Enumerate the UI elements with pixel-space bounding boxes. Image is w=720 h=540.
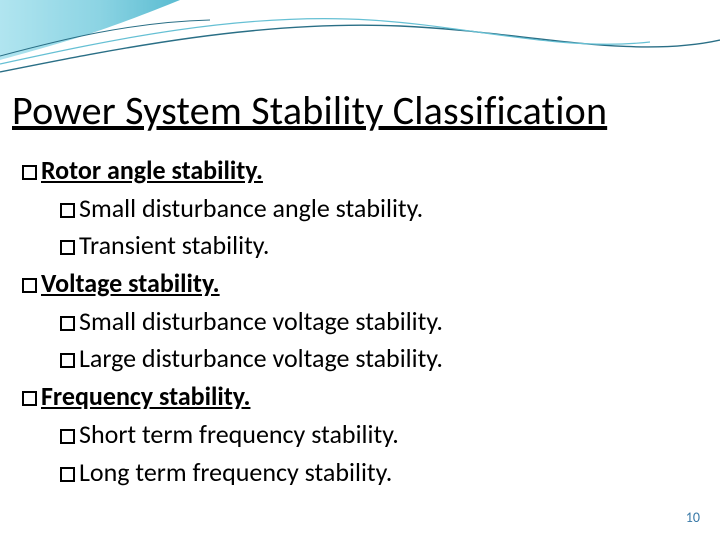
bullet-icon — [60, 353, 75, 368]
list-item: Short term frequency stability. — [60, 416, 702, 454]
bullet-icon — [22, 165, 37, 180]
item-text: Short term frequency stability. — [79, 418, 399, 450]
slide: Power System Stability Classification Ro… — [0, 0, 720, 540]
bullet-icon — [60, 429, 75, 444]
bullet-icon — [22, 391, 37, 406]
item-text: Transient stability. — [79, 229, 269, 261]
wave-line-outer — [0, 25, 720, 72]
slide-title: Power System Stability Classification — [12, 86, 607, 135]
list-item: Long term frequency stability. — [60, 454, 702, 492]
wave-band — [0, 0, 180, 60]
list-item: Small disturbance voltage stability. — [60, 303, 702, 341]
bullet-icon — [60, 240, 75, 255]
item-text: Voltage stability. — [41, 267, 220, 299]
bullet-icon — [22, 278, 37, 293]
list-item: Rotor angle stability. — [22, 152, 702, 190]
page-number: 10 — [686, 509, 700, 526]
list-item: Transient stability. — [60, 227, 702, 265]
item-text: Long term frequency stability. — [79, 456, 392, 488]
item-text: Small disturbance angle stability. — [79, 192, 423, 224]
list-item: Frequency stability. — [22, 378, 702, 416]
item-text: Large disturbance voltage stability. — [79, 342, 443, 374]
item-text: Frequency stability. — [41, 380, 250, 412]
bullet-icon — [60, 203, 75, 218]
item-text: Rotor angle stability. — [41, 154, 263, 186]
wave-decoration — [0, 0, 720, 95]
bullet-icon — [60, 316, 75, 331]
bullet-icon — [60, 467, 75, 482]
list-item: Large disturbance voltage stability. — [60, 340, 702, 378]
list-item: Small disturbance angle stability. — [60, 190, 702, 228]
list-item: Voltage stability. — [22, 265, 702, 303]
wave-line-inner — [0, 19, 650, 64]
content-list: Rotor angle stability. Small disturbance… — [22, 152, 702, 491]
item-text: Small disturbance voltage stability. — [79, 305, 443, 337]
wave-line-accent — [0, 20, 210, 56]
